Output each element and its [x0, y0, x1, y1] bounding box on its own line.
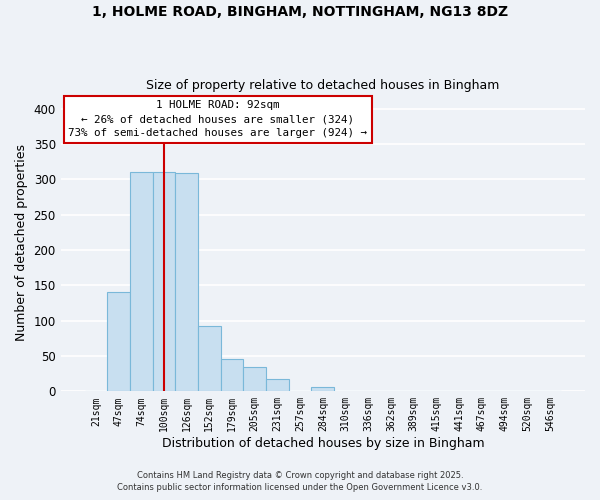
- Bar: [198, 326, 221, 392]
- Bar: [311, 387, 334, 392]
- Title: Size of property relative to detached houses in Bingham: Size of property relative to detached ho…: [146, 79, 500, 92]
- Text: 1 HOLME ROAD: 92sqm
← 26% of detached houses are smaller (324)
73% of semi-detac: 1 HOLME ROAD: 92sqm ← 26% of detached ho…: [68, 100, 367, 138]
- Bar: [152, 172, 175, 392]
- X-axis label: Distribution of detached houses by size in Bingham: Distribution of detached houses by size …: [161, 437, 484, 450]
- Bar: [107, 292, 130, 392]
- Bar: [244, 366, 266, 392]
- Bar: [266, 380, 289, 392]
- Bar: [221, 359, 244, 392]
- Y-axis label: Number of detached properties: Number of detached properties: [15, 144, 28, 342]
- Bar: [175, 173, 198, 392]
- Text: Contains HM Land Registry data © Crown copyright and database right 2025.
Contai: Contains HM Land Registry data © Crown c…: [118, 471, 482, 492]
- Text: 1, HOLME ROAD, BINGHAM, NOTTINGHAM, NG13 8DZ: 1, HOLME ROAD, BINGHAM, NOTTINGHAM, NG13…: [92, 5, 508, 19]
- Bar: [130, 172, 152, 392]
